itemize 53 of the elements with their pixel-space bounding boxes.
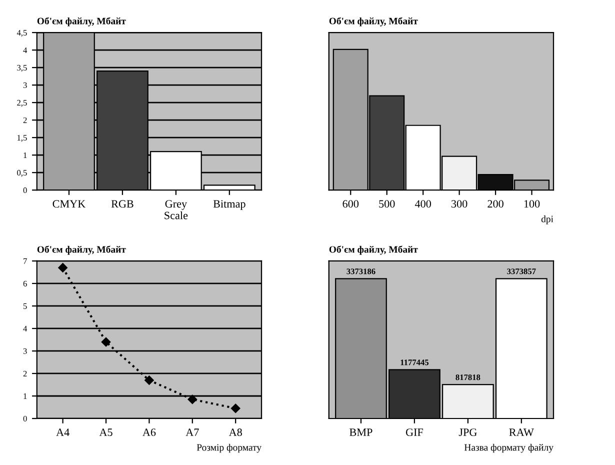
y-tick-label: 1 xyxy=(24,152,27,158)
point xyxy=(230,404,240,413)
y-tick-label: 4 xyxy=(23,47,28,53)
y-tick-label: 3 xyxy=(23,82,27,88)
point xyxy=(101,337,111,347)
chart-title: Об'єм файлу, Мбайт xyxy=(37,17,126,26)
x-tick-label: 400 xyxy=(414,200,431,208)
y-tick-label: 4 xyxy=(23,326,28,332)
point xyxy=(144,376,154,385)
x-tick-label: 600 xyxy=(342,200,359,208)
x-axis-title: dpi xyxy=(541,215,554,224)
x-tick-label: A8 xyxy=(228,428,242,436)
y-tick-label: 1,5 xyxy=(17,134,27,142)
chart-title: Об'єм файлу, Мбайт xyxy=(329,246,418,255)
y-tick-label: 0 xyxy=(23,416,27,422)
y-tick-label: 2 xyxy=(23,117,27,123)
y-tick-label: 2,5 xyxy=(17,100,27,107)
x-tick-label: 200 xyxy=(488,200,504,208)
x-tick-label: CMYK xyxy=(52,200,86,208)
data-label: 3373857 xyxy=(507,268,536,274)
x-tick-label: 500 xyxy=(379,200,395,208)
x-axis-title: Розмір формату xyxy=(196,444,262,453)
y-tick-label: 3 xyxy=(23,348,27,354)
x-tick-label: A4 xyxy=(56,428,70,436)
x-tick-label: JPG xyxy=(458,428,477,436)
x-tick-label: 100 xyxy=(524,200,540,208)
x-tick-label: A5 xyxy=(99,428,112,436)
point xyxy=(188,394,198,404)
y-tick-label: 6 xyxy=(23,280,27,286)
x-tick-label: GIF xyxy=(406,428,424,436)
x-tick-label: A6 xyxy=(142,428,156,436)
data-label: 3373186 xyxy=(346,268,376,274)
x-tick-label: Bitmap xyxy=(213,200,246,210)
x-tick-label: 300 xyxy=(452,200,468,208)
y-tick-label: 3,5 xyxy=(17,64,27,72)
y-tick-label: 0 xyxy=(23,187,27,194)
data-label: 1177445 xyxy=(400,360,429,366)
y-tick-label: 5 xyxy=(23,303,27,309)
y-tick-label: 0,5 xyxy=(17,170,27,177)
x-tick-label: RGB xyxy=(111,200,134,208)
y-tick-label: 7 xyxy=(24,258,27,264)
x-tick-label: RAW xyxy=(509,428,534,436)
x-tick-label: Grey Scale xyxy=(164,200,188,220)
data-label: 817818 xyxy=(456,374,480,380)
chart-title: Об'єм файлу, Мбайт xyxy=(329,17,418,26)
chart-title: Об'єм файлу, Мбайт xyxy=(37,246,126,255)
y-tick-label: 2 xyxy=(23,370,27,376)
y-tick-label: 1 xyxy=(24,393,27,399)
x-axis-title: Назва формату файлу xyxy=(464,444,554,453)
point xyxy=(58,263,68,272)
x-tick-label: A7 xyxy=(186,428,199,436)
y-tick-label: 4,5 xyxy=(16,30,27,37)
x-tick-label: BMP xyxy=(350,428,372,436)
